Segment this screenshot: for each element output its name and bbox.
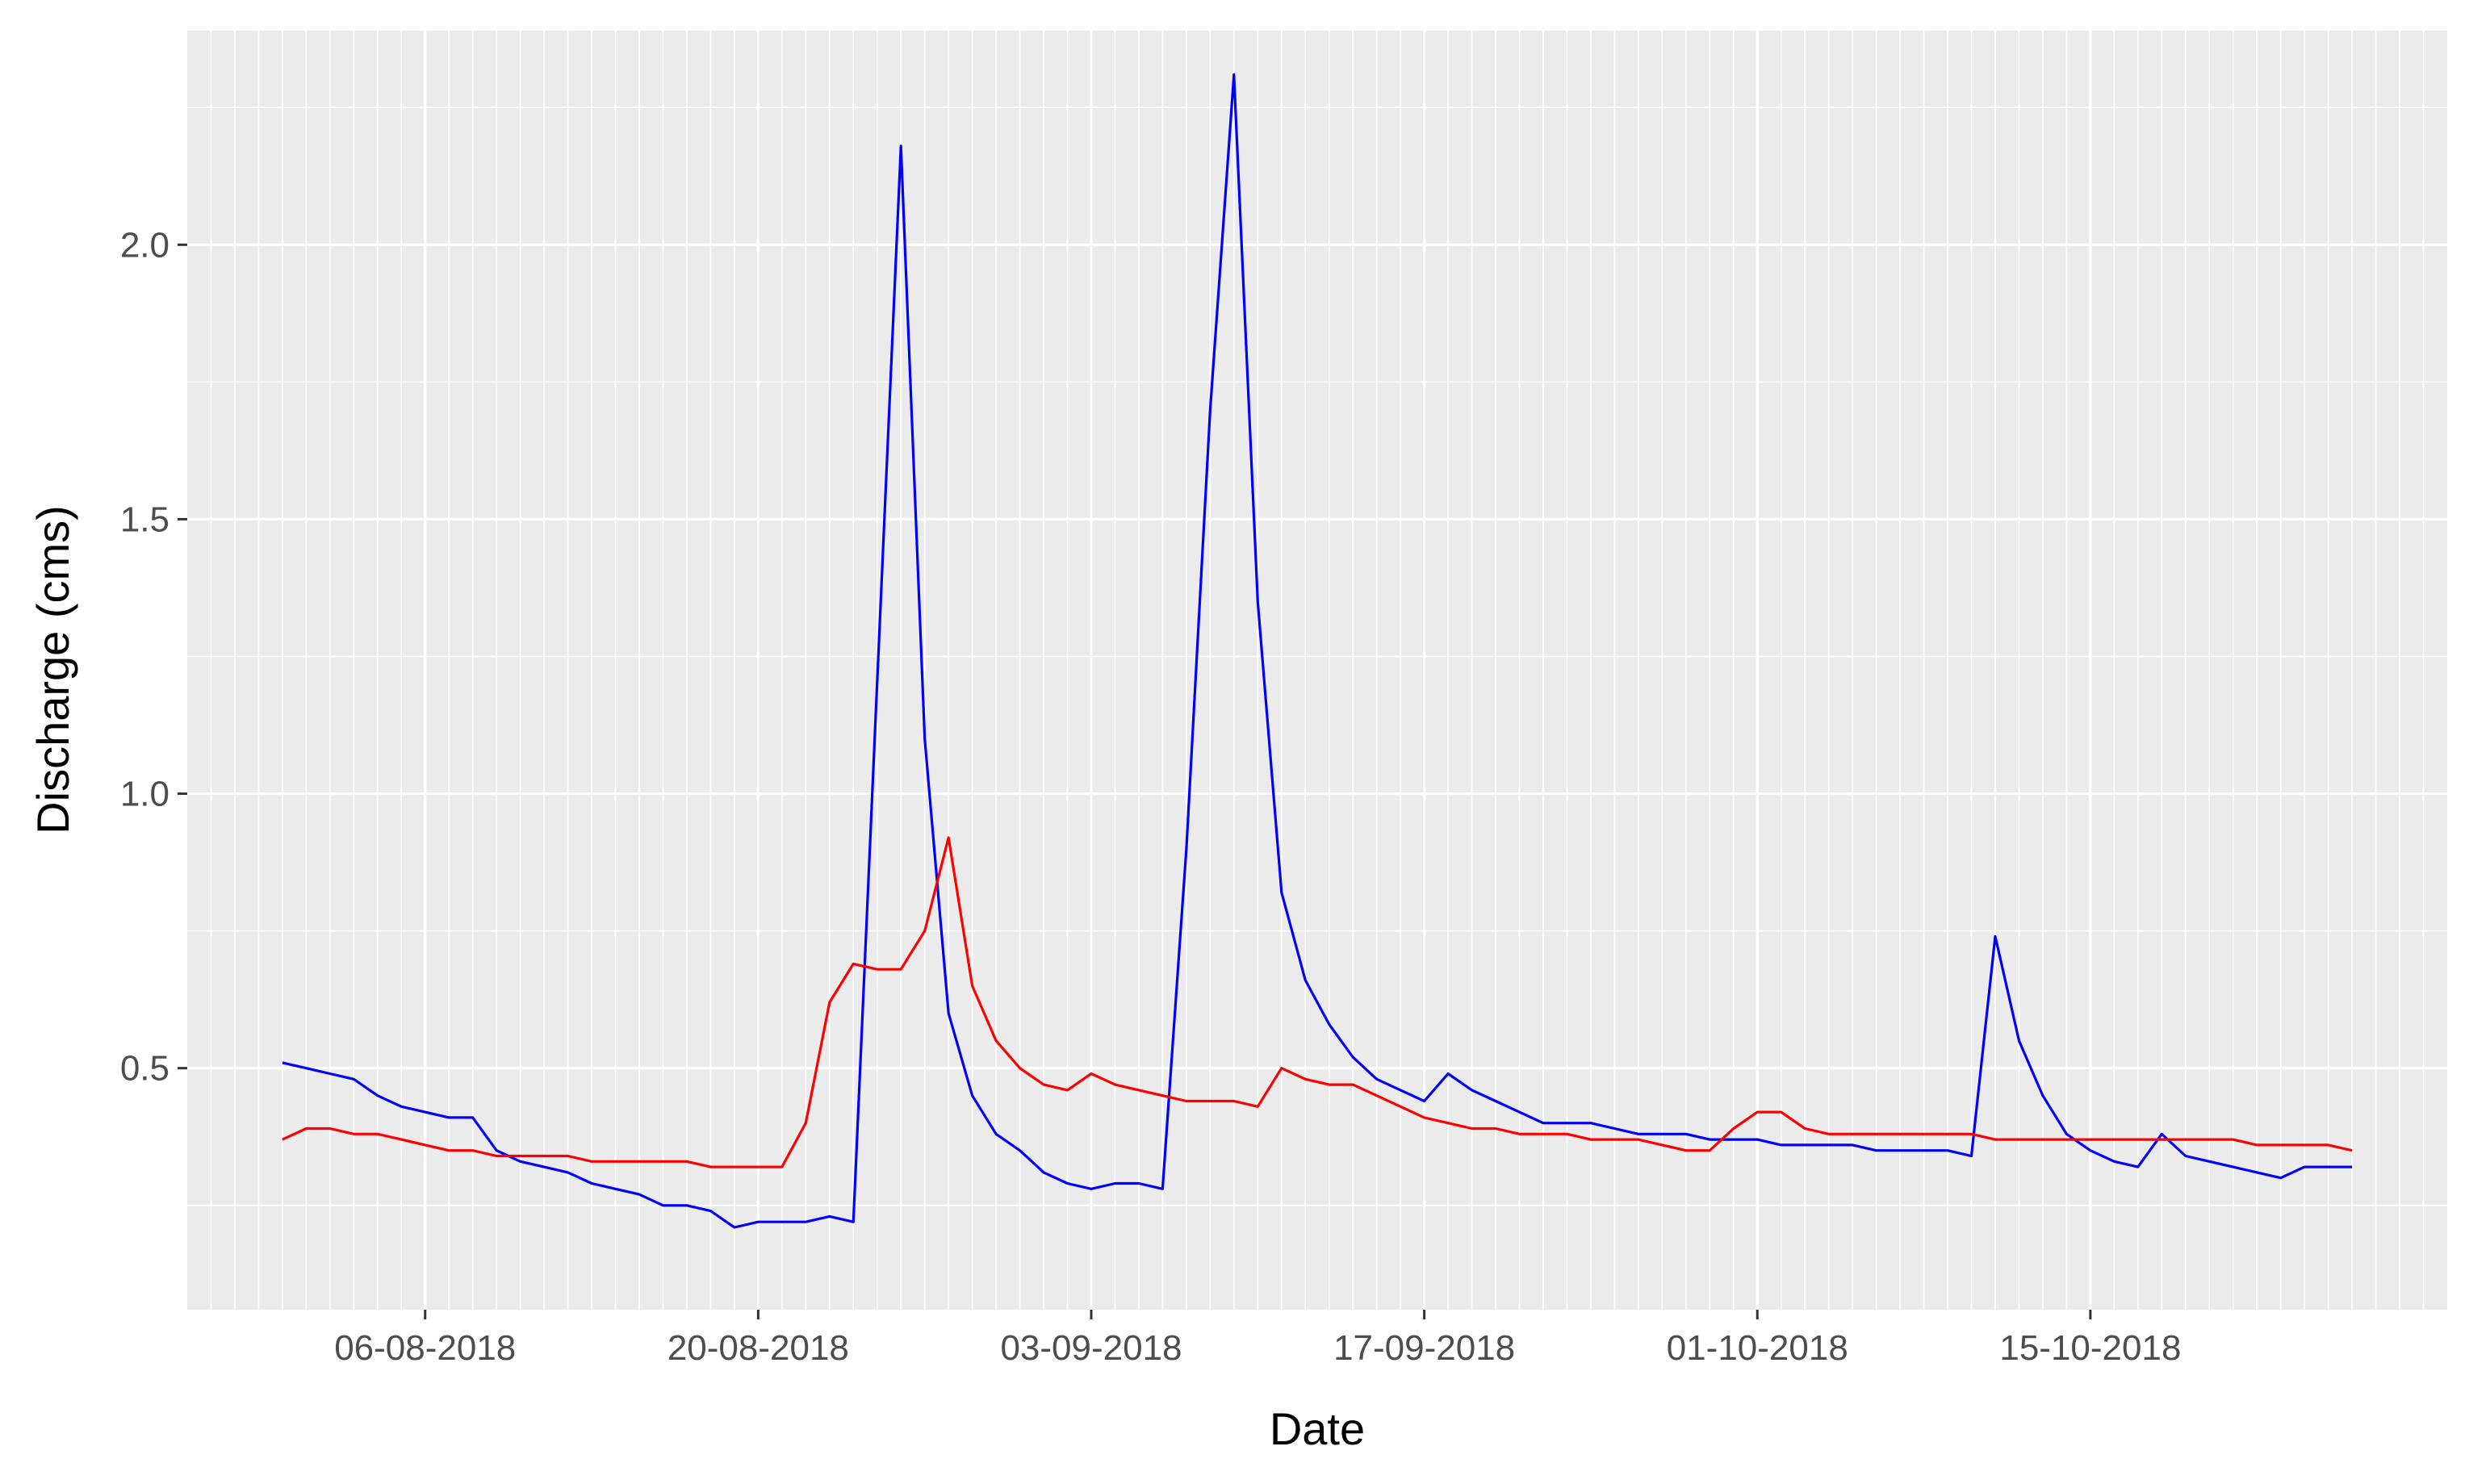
x-axis-ticks: 06-08-2018 20-08-2018 03-09-2018 17-09-2018… [334, 1310, 2181, 1368]
x-tick-label: 03-09-2018 [1000, 1328, 1182, 1368]
x-tick-label: 01-10-2018 [1667, 1328, 1848, 1368]
y-tick-label: 0.5 [120, 1049, 169, 1089]
y-tick-label: 1.0 [120, 775, 169, 814]
y-axis-ticks: 0.5 1.0 1.5 2.0 [120, 225, 187, 1089]
series-line-2 [282, 836, 2353, 1168]
x-tick-label: 17-09-2018 [1333, 1328, 1515, 1368]
series-line-1 [282, 73, 2353, 1229]
x-tick-label: 15-10-2018 [1999, 1328, 2181, 1368]
x-tick-label: 06-08-2018 [334, 1328, 516, 1368]
major-gridlines [187, 31, 2447, 1310]
y-tick-label: 1.5 [120, 500, 169, 539]
x-tick-label: 20-08-2018 [667, 1328, 849, 1368]
y-axis-title: Discharge (cms) [27, 505, 78, 834]
y-tick-label: 2.0 [120, 225, 169, 265]
x-axis-title: Date [1270, 1403, 1365, 1454]
plot-background [187, 31, 2447, 1310]
series-layer [282, 73, 2353, 1229]
